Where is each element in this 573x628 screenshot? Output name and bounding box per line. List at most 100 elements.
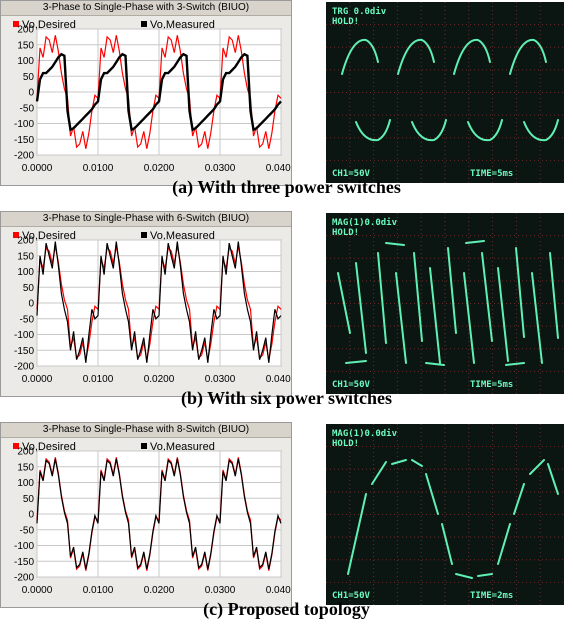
y-tick-label: 200 (17, 236, 34, 247)
chart-plot: Vo,Desired Vo,Measured 200 150 100 50 0 -50 -100… (13, 230, 291, 385)
legend-swatch (13, 232, 19, 238)
x-tick-label: 0.0400 (266, 374, 291, 385)
oscilloscope-photo: MAG(1)0.0div HOLD! CH1=50V TIME=5ms (326, 213, 564, 394)
panel-b: 3-Phase to Single-Phase with 6-Switch (B… (0, 211, 573, 411)
scope-trace-segment (549, 252, 559, 339)
x-tick-label: 0.0100 (83, 163, 114, 174)
scope-trace-segment (395, 272, 407, 364)
scope-trace-segment (345, 360, 367, 364)
chart-plot: Vo,Desired Vo,Measured 200 150 100 50 0 -50 -100… (13, 19, 291, 174)
scope-trace-segment (547, 463, 559, 495)
y-tick-label: -50 (20, 525, 35, 536)
legend-label: Vo,Desired (22, 230, 76, 242)
panel-a: 3-Phase to Single-Phase with 3-Switch (B… (0, 0, 573, 200)
scope-trace-segment (411, 459, 423, 467)
x-tick-label: 0.0400 (266, 163, 291, 174)
y-tick-label: 50 (23, 72, 35, 83)
legend-swatch (141, 21, 147, 27)
x-tick-label: 0.0000 (22, 585, 53, 596)
y-tick-label: 100 (17, 267, 34, 278)
panel-c: 3-Phase to Single-Phase with 8-Switch (B… (0, 422, 573, 628)
scope-trace-segment (509, 38, 547, 75)
scope-trace-segment (429, 267, 441, 364)
scope-trace-segment (371, 461, 387, 485)
y-tick-label: 0 (28, 88, 34, 99)
scope-trace-segment (481, 252, 493, 342)
scope-hold-text: HOLD! (332, 228, 359, 238)
scope-hold-text: HOLD! (332, 439, 359, 449)
scope-trace-segment (425, 362, 445, 366)
x-tick-label: 0.0200 (144, 374, 175, 385)
x-tick-label: 0.0100 (83, 585, 114, 596)
y-tick-label: 100 (17, 478, 34, 489)
scope-time-text: TIME=2ms (470, 591, 513, 601)
y-tick-label: -150 (14, 135, 34, 146)
scope-trace-segment (355, 262, 367, 354)
y-tick-label: 50 (23, 494, 35, 505)
oscilloscope-photo: TRG 0.0div HOLD! CH1=50V TIME=5ms (326, 2, 564, 183)
scope-time-text: TIME=5ms (470, 169, 513, 179)
scope-trace-segment (477, 573, 493, 577)
scope-trigger-text: TRG 0.0div (332, 6, 387, 17)
simulation-chart: 3-Phase to Single-Phase with 6-Switch (B… (0, 211, 292, 397)
chart-title: 3-Phase to Single-Phase with 8-Switch (B… (1, 423, 291, 438)
scope-trace-segment (497, 523, 511, 565)
y-tick-label: 200 (17, 25, 34, 36)
measured-series-line (36, 241, 282, 363)
scope-trace-segment (453, 38, 491, 75)
legend-swatch (141, 232, 147, 238)
x-tick-label: 0.0300 (205, 163, 236, 174)
chart-plot: Vo,Desired Vo,Measured 200 150 100 50 0 -50 -100… (13, 441, 291, 596)
legend-label: Vo,Measured (150, 230, 215, 242)
y-tick-label: -150 (14, 346, 34, 357)
scope-trace-segment (529, 459, 545, 475)
scope-trace-segment (531, 272, 543, 364)
scope-trace-segment (441, 523, 453, 565)
x-tick-label: 0.0400 (266, 585, 291, 596)
scope-trigger-text: MAG(1)0.0div (332, 217, 398, 228)
y-tick-label: 0 (28, 299, 34, 310)
legend-swatch (13, 443, 19, 449)
scope-trace (337, 240, 559, 366)
oscilloscope-photo: MAG(1)0.0div HOLD! CH1=50V TIME=2ms (326, 424, 564, 605)
scope-trace-segment (385, 242, 405, 246)
scope-trace-segment (463, 272, 475, 364)
chart-title: 3-Phase to Single-Phase with 6-Switch (B… (1, 212, 291, 227)
y-tick-label: 150 (17, 462, 34, 473)
legend: Vo,Desired Vo,Measured (13, 19, 215, 31)
scope-trace (341, 38, 559, 142)
legend: Vo,Desired Vo,Measured (13, 441, 215, 453)
y-tick-label: -50 (20, 103, 35, 114)
y-tick-label: -50 (20, 314, 35, 325)
legend-label: Vo,Desired (22, 19, 76, 31)
scope-trace-segment (425, 473, 439, 515)
legend-label: Vo,Desired (22, 441, 76, 453)
y-tick-label: 200 (17, 447, 34, 458)
x-tick-label: 0.0200 (144, 163, 175, 174)
y-tick-label: -100 (14, 541, 34, 552)
scope-trace-segment (413, 252, 423, 342)
chart-title: 3-Phase to Single-Phase with 3-Switch (B… (1, 1, 291, 16)
measured-series-line (36, 458, 282, 570)
y-tick-label: 0 (28, 510, 34, 521)
y-tick-label: 100 (17, 56, 34, 67)
measured-series-line (35, 52, 282, 132)
y-tick-label: 150 (17, 40, 34, 51)
scope-trace-segment (455, 573, 473, 579)
scope-trace-segment (377, 252, 387, 344)
scope-trace-segment (397, 38, 435, 75)
scope-time-text: TIME=5ms (470, 380, 513, 390)
scope-trace-segment (467, 119, 503, 142)
y-tick-label: -200 (14, 151, 34, 162)
x-tick-label: 0.0300 (205, 374, 236, 385)
y-tick-label: 150 (17, 251, 34, 262)
simulation-chart: 3-Phase to Single-Phase with 3-Switch (B… (0, 0, 292, 186)
legend-label: Vo,Measured (150, 441, 215, 453)
scope-trace-segment (505, 362, 525, 366)
caption: (b) With six power switches (180, 388, 393, 408)
scope-trace-segment (523, 119, 559, 142)
x-tick-label: 0.0000 (22, 163, 53, 174)
simulation-chart: 3-Phase to Single-Phase with 8-Switch (B… (0, 422, 292, 608)
